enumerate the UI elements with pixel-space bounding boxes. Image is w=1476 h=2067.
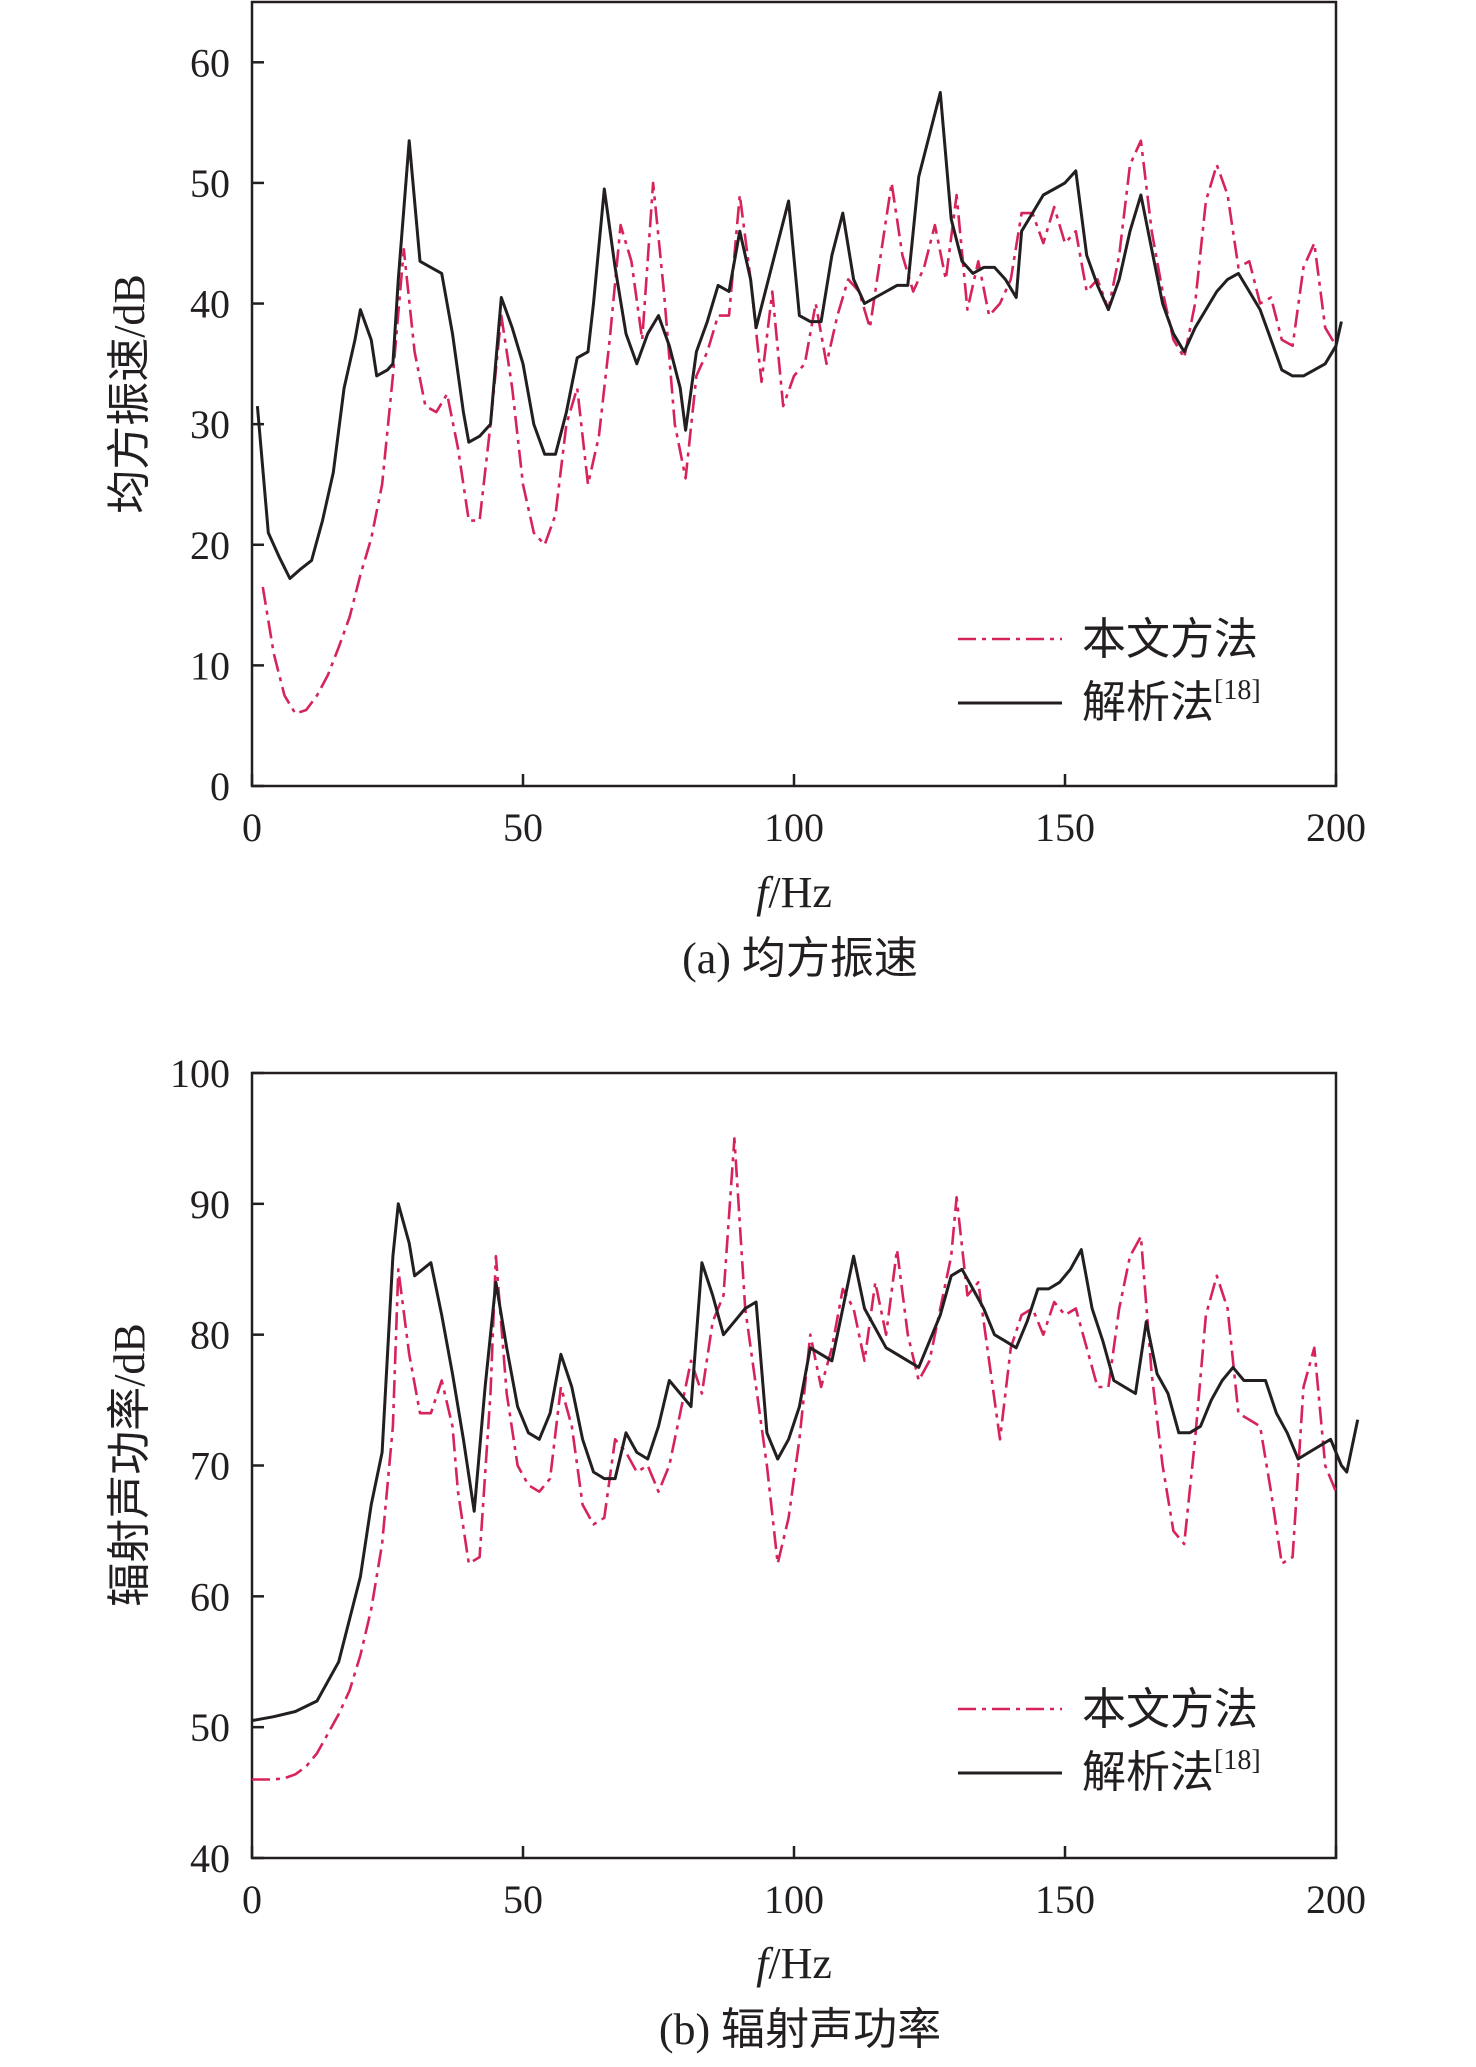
y-tick-label: 90 [190, 1182, 230, 1227]
y-tick-label: 60 [190, 40, 230, 85]
legend-label-analytic-name: 解析法 [1082, 677, 1214, 728]
x-axis-label-b: f/Hz [756, 1939, 832, 1988]
x-tick-label: 50 [503, 805, 543, 850]
y-tick-label: 30 [190, 402, 230, 447]
legend-label-analytic-ref: [18] [1214, 1745, 1261, 1776]
x-axis-label-a-unit: /Hz [768, 868, 832, 917]
legend-label-method: 本文方法 [1082, 614, 1258, 665]
x-axis-label-a: f/Hz [756, 868, 832, 917]
plot-frame-a [250, 0, 1338, 788]
axis-ticks-a: 0 50 100 150 200 0 10 20 30 40 50 60 [190, 40, 1366, 850]
legend-a: 本文方法 解析法[18] [958, 614, 1261, 728]
series-line-analytic [255, 91, 1343, 580]
y-tick-label: 20 [190, 523, 230, 568]
legend-label-analytic-ref: [18] [1214, 675, 1261, 706]
y-axis-label-b: 辐射声功率/dB [105, 1323, 154, 1607]
x-tick-label: 200 [1306, 805, 1366, 850]
x-tick-label: 150 [1035, 805, 1095, 850]
legend-b: 本文方法 解析法[18] [958, 1684, 1261, 1798]
caption-b: (b) 辐射声功率 [659, 2005, 941, 2054]
x-axis-label-b-unit: /Hz [768, 1939, 832, 1988]
axis-ticks-b: 0 50 100 150 200 40 50 60 70 80 90 100 [170, 1051, 1366, 1922]
x-tick-label: 0 [242, 805, 262, 850]
legend-label-method: 本文方法 [1082, 1684, 1258, 1735]
x-tick-label: 200 [1306, 1877, 1366, 1922]
series-line-analytic [251, 1202, 1360, 1723]
y-tick-label: 0 [210, 764, 230, 809]
chart-panel-b: 0 50 100 150 200 40 50 60 70 80 90 100 本文方法 解析法[18]… [105, 1051, 1366, 2054]
series-group-b [251, 1137, 1360, 1781]
y-tick-label: 10 [190, 643, 230, 688]
y-tick-label: 70 [190, 1444, 230, 1489]
legend-label-analytic: 解析法[18] [1082, 1745, 1261, 1798]
y-tick-label: 80 [190, 1313, 230, 1358]
y-tick-label: 100 [170, 1051, 230, 1096]
chart-panel-a: 0 50 100 150 200 0 10 20 30 40 50 60 本文方法 解析法[18] 均… [105, 0, 1366, 983]
y-tick-label: 60 [190, 1574, 230, 1619]
series-group-a [255, 91, 1343, 715]
x-tick-label: 50 [503, 1877, 543, 1922]
caption-a: (a) 均方振速 [682, 934, 918, 983]
y-tick-label: 40 [190, 282, 230, 327]
series-line-method [252, 1137, 1338, 1781]
legend-label-analytic-name: 解析法 [1082, 1747, 1214, 1798]
y-tick-label: 40 [190, 1836, 230, 1881]
legend-label-analytic: 解析法[18] [1082, 675, 1261, 728]
plot-frame-b [250, 1071, 1338, 1860]
y-axis-label-a: 均方振速/dB [105, 274, 154, 514]
x-tick-label: 100 [764, 805, 824, 850]
x-tick-label: 0 [242, 1877, 262, 1922]
y-tick-label: 50 [190, 1705, 230, 1750]
x-tick-label: 150 [1035, 1877, 1095, 1922]
x-tick-label: 100 [764, 1877, 824, 1922]
y-tick-label: 50 [190, 161, 230, 206]
